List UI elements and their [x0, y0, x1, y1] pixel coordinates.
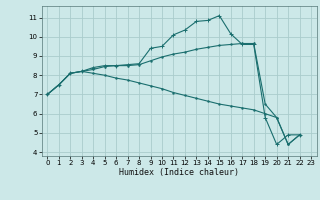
X-axis label: Humidex (Indice chaleur): Humidex (Indice chaleur) — [119, 168, 239, 177]
